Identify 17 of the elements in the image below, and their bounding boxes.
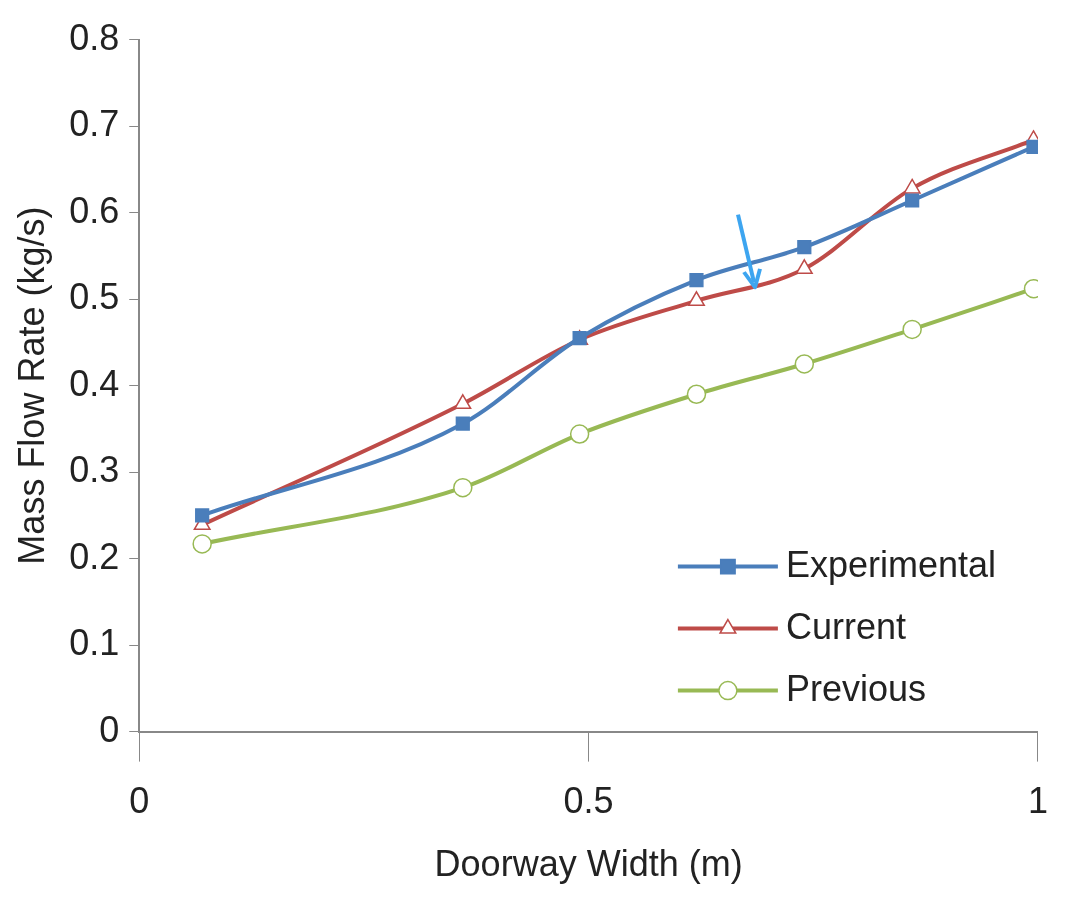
x-tick-label: 1	[1027, 780, 1048, 822]
x-tick-label: 0.5	[563, 780, 614, 822]
y-tick-label: 0.3	[69, 449, 120, 491]
legend-label: Current	[785, 605, 906, 647]
x-axis-title: Doorway Width (m)	[434, 843, 743, 885]
legend-label: Previous	[785, 667, 926, 709]
y-tick-label: 0.4	[69, 362, 120, 404]
y-tick-label: 0.2	[69, 535, 120, 577]
y-tick-label: 0	[99, 708, 120, 750]
y-tick-label: 0.6	[69, 189, 120, 231]
x-tick-label: 0	[129, 780, 150, 822]
legend-label: Experimental	[785, 543, 996, 585]
y-tick-label: 0.7	[69, 103, 120, 145]
y-tick-label: 0.8	[69, 16, 120, 58]
y-tick-label: 0.5	[69, 276, 120, 318]
y-tick-label: 0.1	[69, 622, 120, 664]
y-axis-title: Mass Flow Rate (kg/s)	[10, 206, 52, 565]
